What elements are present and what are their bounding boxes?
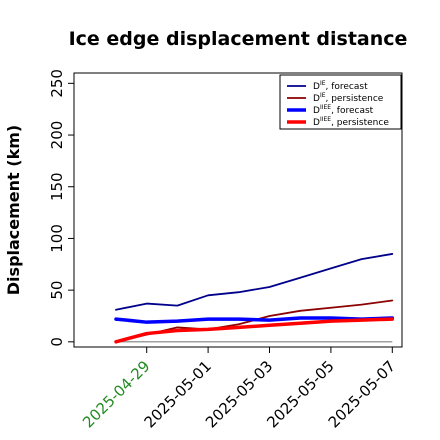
legend-label-1: DIE, forecast <box>313 80 368 92</box>
legend-label-4: DIIEE, persistence <box>313 116 389 128</box>
y-tick-label: 150 <box>48 172 66 201</box>
y-tick-label: 100 <box>48 224 66 253</box>
plot-frame <box>73 72 403 348</box>
chart-title: Ice edge displacement distance <box>69 28 408 50</box>
series-line-4 <box>114 317 395 344</box>
y-tick-label: 200 <box>48 121 66 150</box>
legend-label-2: DIE, persistence <box>313 92 384 104</box>
y-tick-label: 0 <box>48 337 66 347</box>
legend-label-3: DIIEE, forecast <box>313 104 374 116</box>
y-tick-label: 50 <box>48 281 66 300</box>
series-line-1 <box>115 253 394 311</box>
legend-box <box>279 74 402 130</box>
y-axis-label: Displacement (km) <box>4 125 23 295</box>
series-line-3 <box>114 316 395 324</box>
y-tick-label: 250 <box>48 69 66 98</box>
